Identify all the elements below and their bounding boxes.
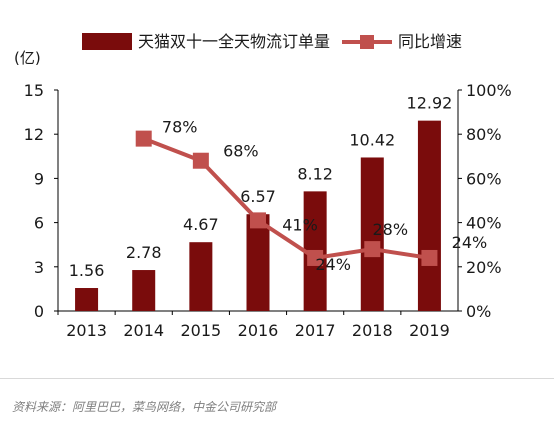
left-tick-label: 12: [24, 125, 44, 144]
x-tick-label: 2014: [123, 321, 164, 340]
right-tick-label: 0%: [466, 302, 491, 321]
line-point: [135, 130, 152, 147]
bar-value-label: 4.67: [183, 215, 219, 234]
left-tick-label: 6: [34, 214, 44, 233]
right-tick-label: 60%: [466, 169, 502, 188]
bar-value-label: 12.92: [407, 94, 453, 113]
right-tick-label: 20%: [466, 258, 502, 277]
bar-value-label: 8.12: [297, 164, 333, 183]
legend-line-marker: [360, 35, 374, 49]
bar-value-label: 2.78: [126, 243, 162, 262]
chart: 0 3 6 9 12 15 0% 20% 40% 60% 80% 100% (亿) 2013 2014 201…: [14, 32, 512, 340]
line-value-label: 24%: [452, 233, 488, 252]
x-tick-label: 2019: [409, 321, 450, 340]
x-tick-label: 2018: [352, 321, 393, 340]
legend-line-label: 同比增速: [398, 32, 462, 51]
bar: [189, 242, 213, 311]
left-tick-label: 15: [24, 81, 44, 100]
x-tick-label: 2017: [295, 321, 336, 340]
source-note: 资料来源：阿里巴巴，菜鸟网络，中金公司研究部: [12, 400, 277, 414]
legend-bar-label: 天猫双十一全天物流订单量: [138, 32, 330, 51]
line-point: [192, 152, 209, 169]
line-value-label: 78%: [162, 118, 198, 137]
right-tick-label: 40%: [466, 214, 502, 233]
bar-value-label: 10.42: [349, 130, 395, 149]
bar: [417, 120, 441, 312]
line-point: [364, 241, 381, 258]
line-value-label: 28%: [373, 220, 409, 239]
legend-bar-swatch: [82, 33, 132, 50]
growth-line: [142, 136, 430, 261]
line-value-label: 41%: [282, 215, 318, 234]
x-tick-label: 2015: [180, 321, 221, 340]
x-tick-label: 2013: [66, 321, 107, 340]
right-tick-label: 80%: [466, 125, 502, 144]
left-tick-label: 3: [34, 258, 44, 277]
left-tick-label: 0: [34, 302, 44, 321]
bar: [246, 214, 270, 311]
bar-value-label: 6.57: [240, 187, 276, 206]
bar-value-label: 1.56: [69, 261, 105, 280]
left-tick-label: 9: [34, 169, 44, 188]
unit-label: (亿): [14, 49, 41, 67]
x-tick-label: 2016: [238, 321, 279, 340]
bar: [75, 288, 99, 311]
bar: [360, 157, 384, 311]
bar: [132, 270, 156, 311]
line-point: [250, 212, 266, 229]
line-value-label: 68%: [223, 142, 259, 161]
right-tick-label: 100%: [466, 81, 512, 100]
divider: [0, 378, 554, 379]
line-point: [307, 249, 324, 266]
line-point: [421, 249, 438, 266]
line-value-label: 24%: [315, 255, 351, 274]
